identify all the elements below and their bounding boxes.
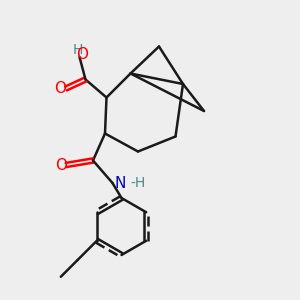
Text: O: O	[76, 47, 88, 62]
Text: O: O	[56, 158, 68, 172]
Text: -H: -H	[130, 176, 146, 190]
Text: O: O	[55, 81, 67, 96]
Text: H: H	[73, 43, 83, 56]
Text: N: N	[114, 176, 125, 190]
